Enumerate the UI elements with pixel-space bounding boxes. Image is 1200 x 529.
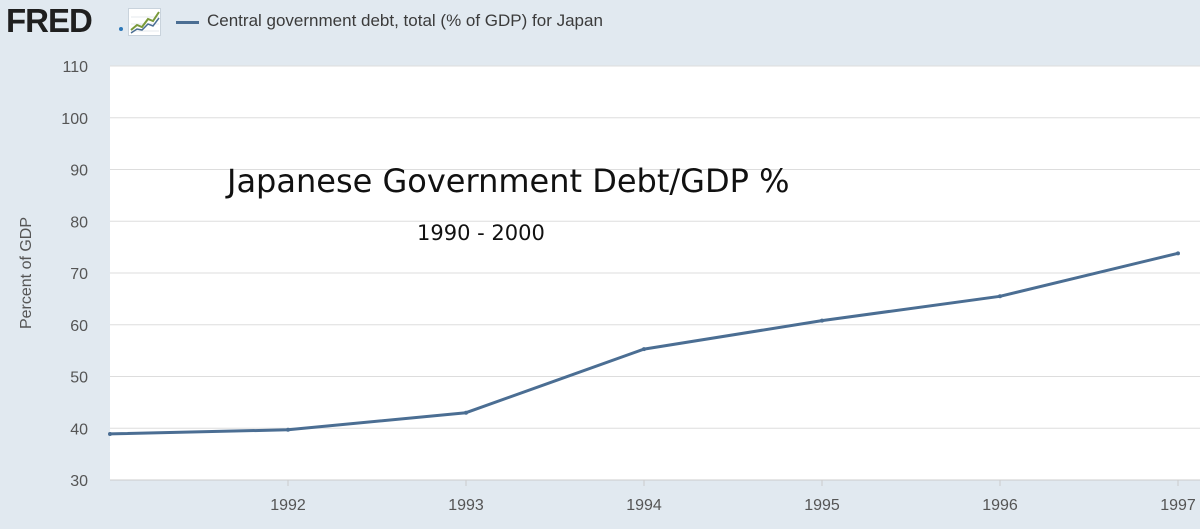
x-tick-label: 1994 [626, 497, 662, 514]
chart-annotation-title: Japanese Government Debt/GDP % [225, 162, 789, 200]
x-tick-label: 1993 [448, 497, 484, 514]
series [108, 251, 1180, 436]
y-tick-label: 110 [62, 59, 88, 76]
legend-swatch [176, 21, 199, 24]
y-tick-label: 100 [61, 111, 88, 128]
data-point[interactable] [108, 431, 112, 436]
x-tick-label: 1995 [804, 497, 840, 514]
y-tick-label: 60 [70, 318, 88, 335]
data-point[interactable] [820, 318, 824, 323]
y-tick-label: 90 [70, 163, 88, 180]
y-axis: 30 40 50 60 70 80 90 100 110 [61, 59, 88, 490]
data-point[interactable] [998, 294, 1002, 299]
y-tick-label: 70 [70, 266, 88, 283]
grid-lines [110, 65, 1200, 429]
data-point[interactable] [286, 427, 290, 432]
y-tick-label: 80 [70, 214, 88, 231]
legend-label: Central government debt, total (% of GDP… [207, 11, 603, 30]
y-tick-label: 30 [70, 473, 88, 490]
data-point[interactable] [1176, 251, 1180, 256]
x-tick-label: 1997 [1160, 497, 1196, 514]
fred-logo[interactable]: FRED [6, 2, 93, 39]
data-point[interactable] [464, 410, 468, 415]
x-tick-label: 1992 [270, 497, 306, 514]
y-axis-label: Percent of GDP [18, 217, 35, 329]
y-tick-label: 50 [70, 370, 88, 387]
chart-annotation-subtitle: 1990 - 2000 [417, 221, 545, 245]
line-chart-icon [128, 8, 161, 36]
logo-registered-dot [119, 27, 123, 31]
x-axis: 1992 1993 1994 1995 1996 1997 [110, 479, 1200, 514]
chart-header: FRED Central government debt, total (% o… [0, 0, 1200, 46]
data-point[interactable] [642, 347, 646, 352]
x-tick-label: 1996 [982, 497, 1018, 514]
y-tick-label: 40 [70, 421, 88, 438]
